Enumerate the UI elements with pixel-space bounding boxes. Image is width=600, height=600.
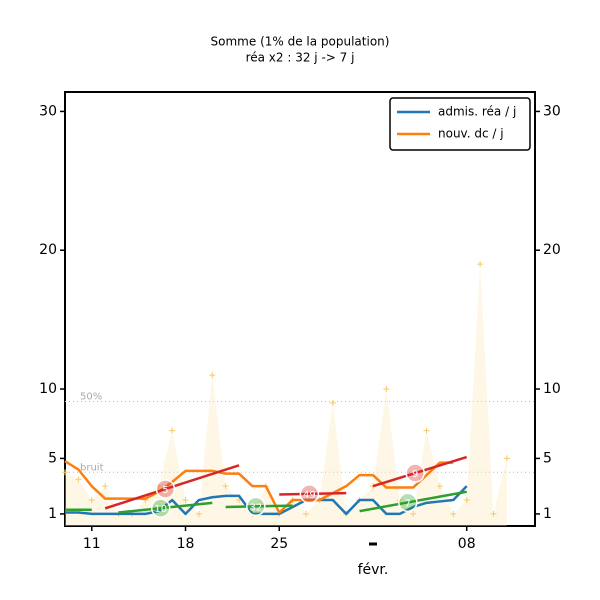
noise-area — [65, 264, 507, 526]
trend-line — [359, 490, 467, 513]
trend-line — [372, 455, 468, 488]
y-tick-label: 5 — [48, 450, 57, 466]
trend-line — [118, 501, 213, 514]
noise-marker — [62, 469, 68, 476]
noise-marker — [209, 372, 216, 379]
legend-label: admis. réa / j — [438, 105, 516, 119]
noise-marker — [182, 497, 189, 504]
trend-badge — [299, 484, 320, 504]
noise-marker — [329, 399, 336, 406]
trend-label: 7 — [405, 498, 411, 509]
noise-marker — [75, 476, 82, 483]
noise-marker — [503, 455, 510, 462]
reference-label: 50% — [80, 392, 102, 403]
trend-badge — [150, 498, 171, 518]
series-line — [65, 485, 468, 516]
x-tick-label: 11 — [83, 536, 101, 552]
y-tick-label: 1 — [48, 506, 57, 522]
trend-badge — [405, 463, 425, 483]
noise-marker — [450, 510, 457, 517]
x-tick-label: 25 — [270, 536, 288, 552]
trend-badge — [398, 492, 418, 513]
trend-label: 32 — [249, 502, 262, 513]
noise-marker — [195, 510, 202, 517]
legend-label: nouv. dc / j — [438, 127, 504, 141]
reference-label: bruit — [80, 462, 104, 473]
series-line — [64, 460, 454, 514]
noise-marker — [169, 427, 176, 434]
y-tick-label: 20 — [39, 242, 57, 258]
plot-frame — [64, 91, 536, 527]
noise-marker — [303, 510, 310, 517]
y2-tick-label: 10 — [543, 381, 561, 397]
trend-label: 5 — [162, 485, 168, 496]
chart-title: Somme (1% de la population) — [211, 35, 390, 49]
y2-tick-label: 20 — [543, 242, 561, 258]
noise-marker — [423, 427, 430, 434]
y-tick-label: 30 — [39, 103, 57, 119]
trend-line — [104, 464, 240, 510]
chart-subtitle: réa x2 : 32 j -> 7 j — [246, 51, 355, 65]
trend-badge — [246, 496, 266, 517]
y2-tick-label: 1 — [543, 506, 552, 522]
trend-label: 49 — [303, 490, 316, 501]
noise-marker — [222, 483, 229, 490]
x-tick-label: 08 — [458, 536, 476, 552]
trend-line — [225, 504, 293, 509]
trend-label: 10 — [154, 504, 167, 515]
trend-badge — [155, 479, 176, 499]
trend-label: 9 — [412, 469, 418, 480]
noise-marker — [463, 497, 470, 504]
y2-tick-label: 30 — [543, 103, 561, 119]
x-tick-label: 18 — [177, 536, 195, 552]
trend-line — [279, 491, 347, 496]
y2-tick-label: 5 — [543, 450, 552, 466]
noise-marker — [102, 483, 109, 490]
noise-marker — [383, 386, 390, 393]
noise-marker — [88, 497, 95, 504]
noise-marker — [490, 510, 497, 517]
y-tick-label: 10 — [39, 381, 57, 397]
legend: admis. réa / j nouv. dc / j — [389, 97, 531, 151]
noise-marker — [410, 510, 417, 517]
x-month-label: févr. — [358, 562, 389, 578]
noise-marker — [477, 261, 484, 268]
noise-marker — [436, 483, 443, 490]
